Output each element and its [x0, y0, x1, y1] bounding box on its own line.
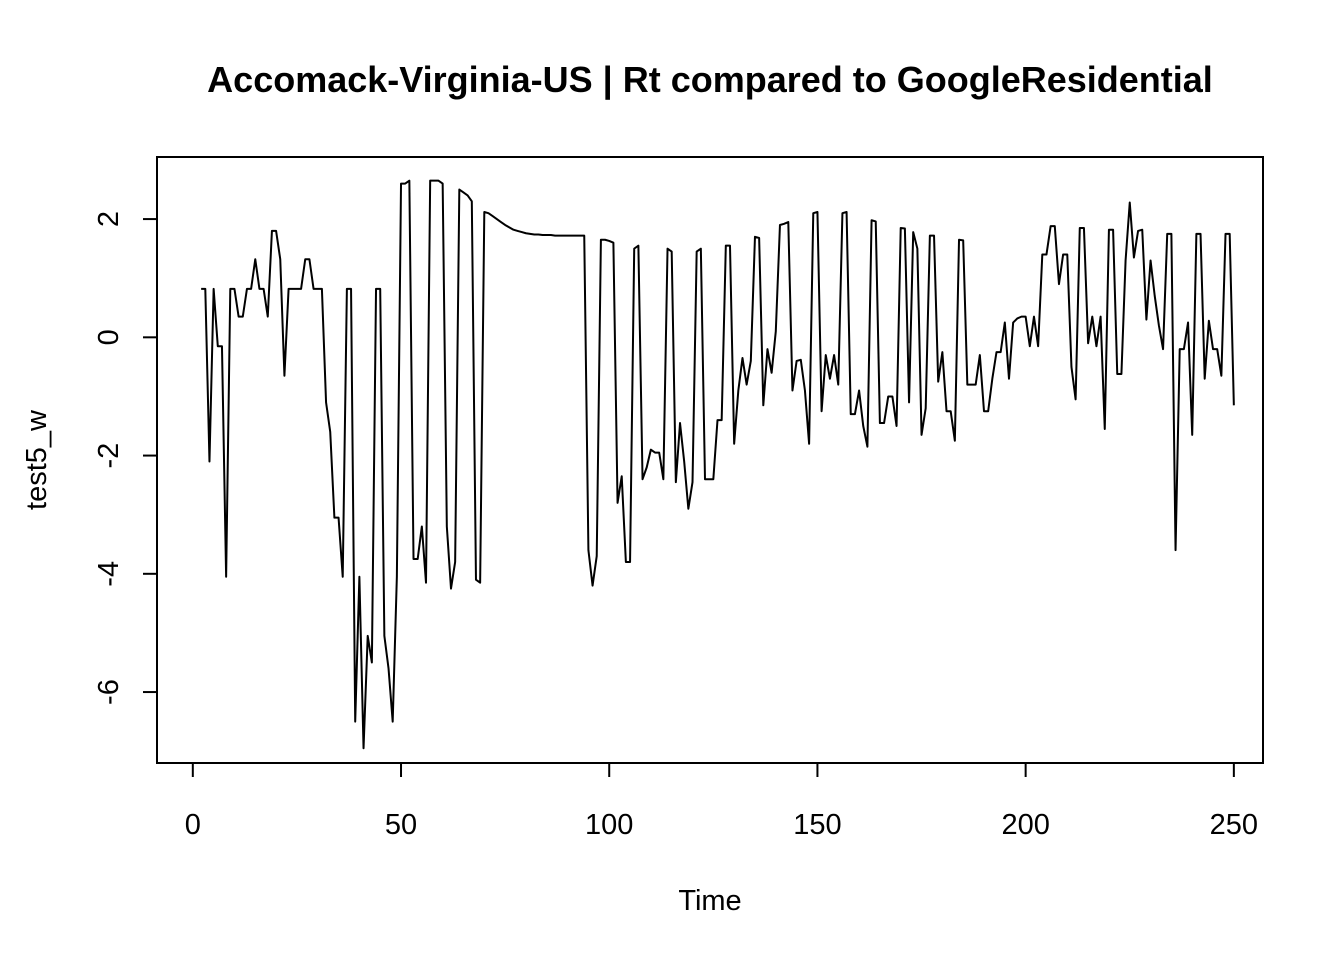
- x-axis-label: Time: [678, 885, 741, 917]
- y-tick-label: 0: [93, 329, 125, 345]
- y-tick-label: -6: [93, 679, 125, 705]
- y-axis: -6 -4 -2 0 2: [93, 211, 158, 705]
- x-tick-label: 0: [185, 809, 201, 841]
- x-tick-label: 150: [793, 809, 841, 841]
- x-tick-label: 200: [1001, 809, 1049, 841]
- y-tick-label: 2: [93, 211, 125, 227]
- x-axis: 0 50 100 150 200 250: [185, 762, 1258, 841]
- series-line: [201, 179, 1235, 750]
- plot-frame: [156, 156, 1264, 764]
- x-tick-label: 100: [585, 809, 633, 841]
- y-tick-label: -2: [93, 443, 125, 469]
- chart-title: Accomack-Virginia-US | Rt compared to Go…: [207, 59, 1213, 101]
- y-axis-label: test5_w: [21, 409, 53, 510]
- series-layer: [201, 179, 1235, 750]
- y-tick-label: -4: [93, 561, 125, 587]
- x-tick-label: 50: [385, 809, 417, 841]
- x-tick-label: 250: [1210, 809, 1258, 841]
